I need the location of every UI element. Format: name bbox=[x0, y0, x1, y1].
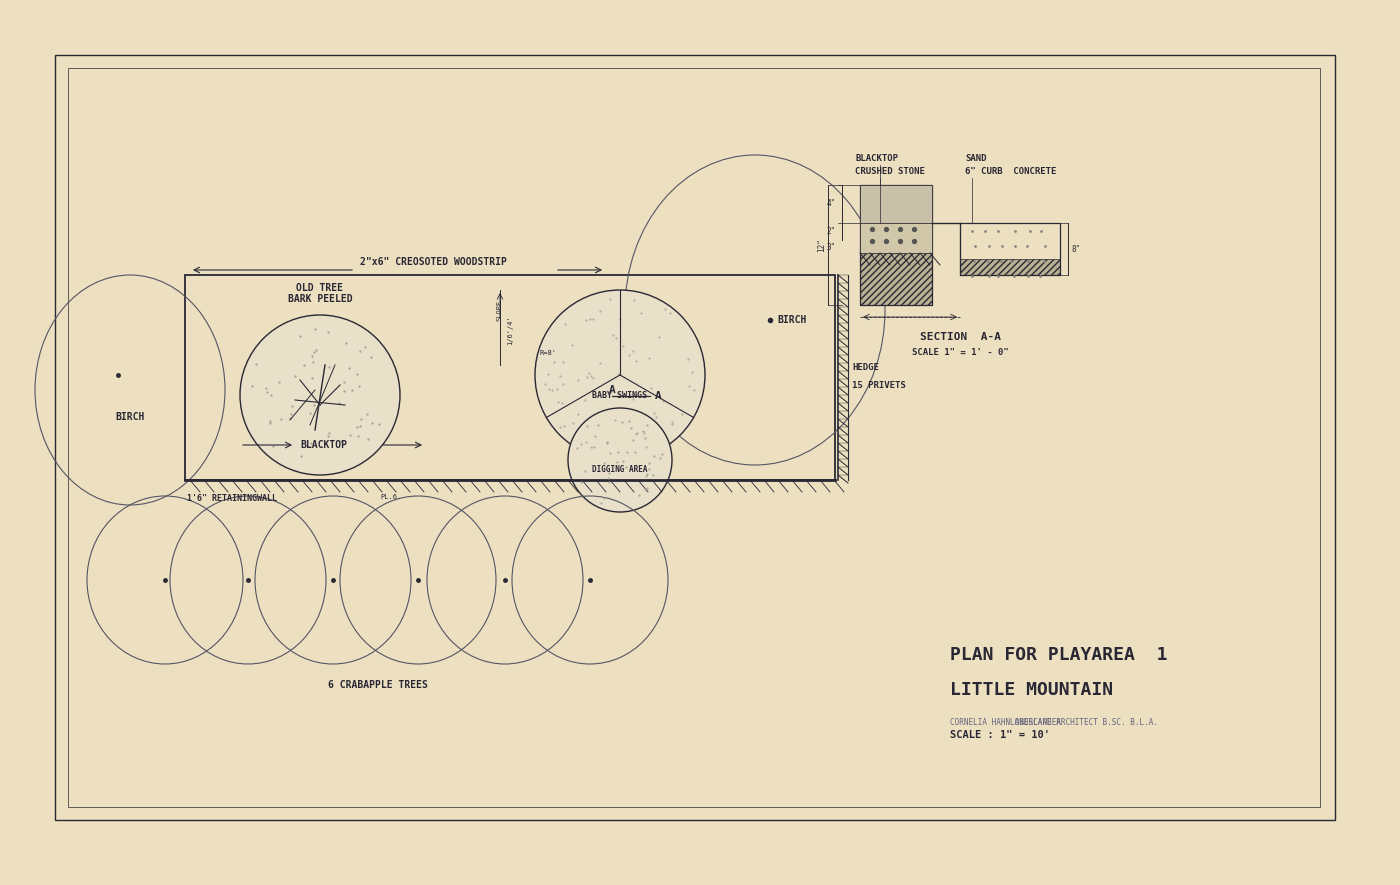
Text: 3": 3" bbox=[827, 242, 836, 251]
Text: BABY SWINGS: BABY SWINGS bbox=[592, 390, 647, 399]
Text: SLOPE: SLOPE bbox=[497, 299, 503, 320]
Text: 1'6" RETAININGWALL: 1'6" RETAININGWALL bbox=[188, 494, 277, 503]
Text: BIRCH: BIRCH bbox=[777, 315, 806, 325]
Bar bbox=[960, 259, 1060, 275]
Text: 4": 4" bbox=[827, 199, 836, 209]
Text: BARK PEELED: BARK PEELED bbox=[287, 294, 353, 304]
Text: BIRCH: BIRCH bbox=[115, 412, 144, 422]
Bar bbox=[860, 185, 932, 223]
Text: SCALE 1" = 1' - 0": SCALE 1" = 1' - 0" bbox=[911, 348, 1008, 357]
Text: 12": 12" bbox=[818, 238, 826, 252]
Text: SECTION  A-A: SECTION A-A bbox=[920, 332, 1001, 342]
Text: SAND: SAND bbox=[965, 154, 987, 163]
Bar bbox=[55, 55, 1336, 820]
Text: 8": 8" bbox=[1072, 244, 1081, 253]
Circle shape bbox=[535, 290, 706, 460]
Text: SCALE : 1" = 10': SCALE : 1" = 10' bbox=[951, 730, 1050, 740]
Text: LITTLE MOUNTAIN: LITTLE MOUNTAIN bbox=[951, 681, 1113, 699]
Text: 2": 2" bbox=[827, 227, 836, 235]
Text: PLAN FOR PLAYAREA  1: PLAN FOR PLAYAREA 1 bbox=[951, 646, 1168, 664]
Text: OLD TREE: OLD TREE bbox=[297, 283, 343, 293]
Text: DIGGING AREA: DIGGING AREA bbox=[592, 466, 648, 474]
Text: BLACKTOP: BLACKTOP bbox=[855, 154, 897, 163]
Text: 15 PRIVETS: 15 PRIVETS bbox=[853, 381, 906, 390]
Text: A: A bbox=[655, 391, 662, 401]
Text: 1/6'/4': 1/6'/4' bbox=[507, 315, 512, 345]
Bar bbox=[185, 275, 834, 480]
Bar bbox=[860, 253, 932, 305]
Text: 2"x6" CREOSOTED WOODSTRIP: 2"x6" CREOSOTED WOODSTRIP bbox=[360, 257, 507, 267]
Text: CORNELIA HAHN OBERLANDER: CORNELIA HAHN OBERLANDER bbox=[951, 718, 1061, 727]
Bar bbox=[860, 223, 932, 253]
Text: BLACKTOP: BLACKTOP bbox=[300, 440, 347, 450]
Text: R=8': R=8' bbox=[540, 350, 557, 356]
Text: 6 CRABAPPLE TREES: 6 CRABAPPLE TREES bbox=[328, 680, 427, 690]
Bar bbox=[860, 185, 932, 305]
Circle shape bbox=[568, 408, 672, 512]
Text: LANDSCAPE ARCHITECT B.SC. B.L.A.: LANDSCAPE ARCHITECT B.SC. B.L.A. bbox=[1009, 718, 1158, 727]
Text: A: A bbox=[609, 385, 616, 395]
Text: PL.6.: PL.6. bbox=[379, 494, 402, 500]
Bar bbox=[960, 223, 1060, 275]
Text: 6" CURB  CONCRETE: 6" CURB CONCRETE bbox=[965, 167, 1057, 176]
Text: CRUSHED STONE: CRUSHED STONE bbox=[855, 167, 925, 176]
Circle shape bbox=[239, 315, 400, 475]
Bar bbox=[69, 68, 1320, 807]
Text: HEDGE: HEDGE bbox=[853, 363, 879, 372]
